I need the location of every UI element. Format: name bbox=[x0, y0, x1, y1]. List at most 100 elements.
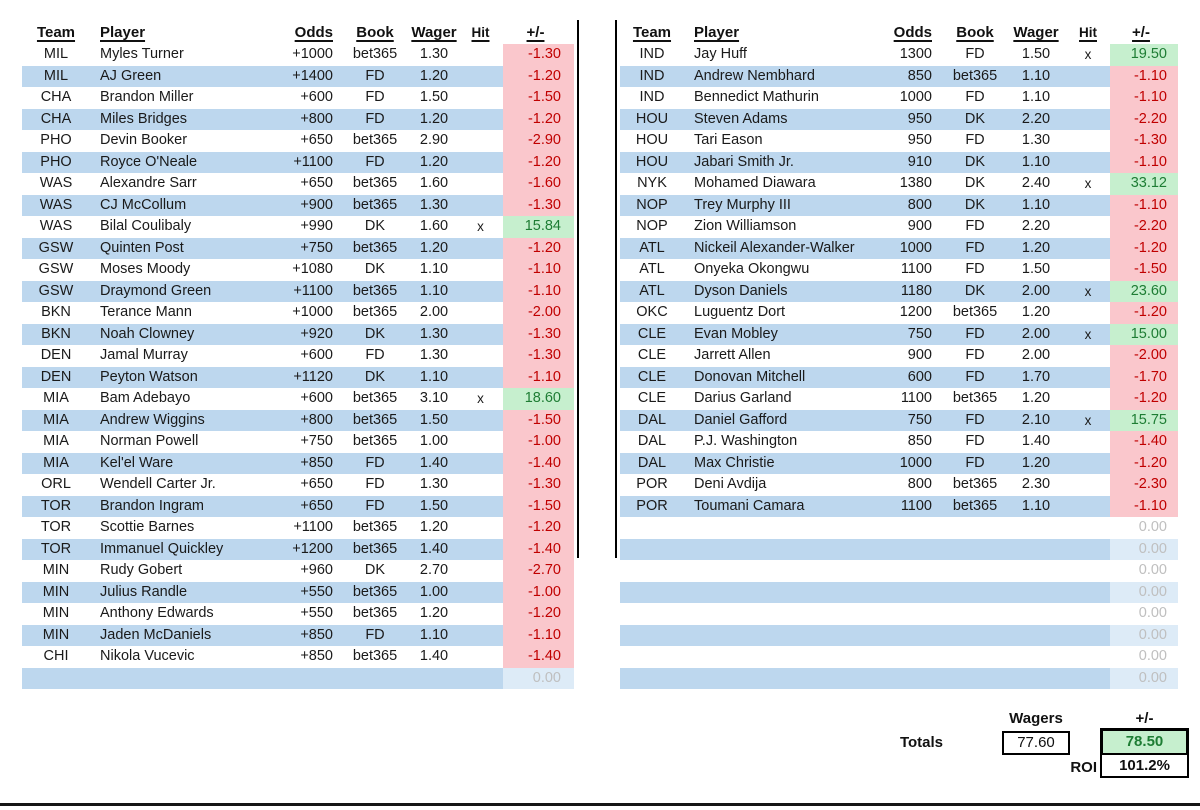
book-cell[interactable]: bet365 bbox=[944, 495, 1006, 517]
team-cell[interactable]: MIA bbox=[43, 433, 69, 449]
wager-cell[interactable] bbox=[1006, 581, 1066, 603]
team-cell[interactable]: CLE bbox=[637, 390, 667, 406]
team-cell[interactable]: ATL bbox=[620, 280, 684, 302]
odds-cell[interactable]: +650 bbox=[300, 175, 333, 191]
pm-cell[interactable]: -1.30 bbox=[503, 474, 574, 496]
wager-cell[interactable]: 1.00 bbox=[419, 433, 449, 449]
odds-cell[interactable]: +600 bbox=[300, 390, 333, 406]
wager-cell[interactable]: 2.10 bbox=[1006, 409, 1066, 431]
book-cell[interactable] bbox=[340, 667, 410, 689]
player-cell[interactable]: Norman Powell bbox=[100, 433, 199, 449]
odds-cell[interactable]: +1100 bbox=[293, 519, 333, 535]
odds-cell[interactable]: 1000 bbox=[899, 89, 932, 105]
team-cell[interactable]: PHO bbox=[22, 151, 90, 173]
player-cell[interactable]: Bilal Coulibaly bbox=[100, 218, 192, 234]
book-cell[interactable]: bet365 bbox=[952, 304, 998, 320]
book-cell[interactable]: bet365 bbox=[352, 175, 398, 191]
wager-cell[interactable]: 1.20 bbox=[419, 519, 449, 535]
player-cell[interactable]: Jay Huff bbox=[694, 46, 747, 62]
wager-cell[interactable] bbox=[1006, 517, 1066, 539]
team-cell[interactable]: TOR bbox=[22, 538, 90, 560]
wager-cell[interactable]: 1.20 bbox=[1021, 390, 1051, 406]
wager-cell[interactable]: 1.40 bbox=[419, 648, 449, 664]
wager-cell[interactable] bbox=[1006, 646, 1066, 668]
player-cell[interactable] bbox=[684, 646, 892, 668]
wager-cell[interactable]: 1.40 bbox=[410, 538, 458, 560]
book-cell[interactable]: DK bbox=[944, 151, 1006, 173]
hit-cell[interactable] bbox=[1066, 130, 1110, 152]
pm-cell[interactable]: -1.70 bbox=[1110, 366, 1178, 388]
book-cell[interactable]: bet365 bbox=[352, 519, 398, 535]
book-cell[interactable]: FD bbox=[965, 46, 985, 62]
hit-cell[interactable] bbox=[1066, 474, 1110, 496]
hit-cell[interactable] bbox=[1066, 431, 1110, 453]
player-cell[interactable]: Noah Clowney bbox=[90, 323, 290, 345]
wager-cell[interactable]: 2.70 bbox=[419, 562, 449, 578]
hit-cell[interactable] bbox=[1066, 581, 1110, 603]
team-cell[interactable]: DEN bbox=[40, 347, 72, 363]
pm-cell[interactable]: -1.30 bbox=[503, 323, 574, 345]
hit-cell[interactable] bbox=[1066, 194, 1110, 216]
book-cell[interactable]: FD bbox=[365, 347, 385, 363]
odds-cell[interactable]: +990 bbox=[300, 218, 333, 234]
hit-cell[interactable] bbox=[458, 194, 503, 216]
wager-cell[interactable]: 1.40 bbox=[410, 452, 458, 474]
player-cell[interactable]: Onyeka Okongwu bbox=[694, 261, 810, 277]
odds-cell[interactable]: +960 bbox=[300, 562, 333, 578]
hit-cell[interactable] bbox=[458, 323, 503, 345]
pm-cell[interactable]: -1.30 bbox=[503, 194, 574, 216]
book-cell[interactable]: bet365 bbox=[340, 538, 410, 560]
pm-cell[interactable]: -1.50 bbox=[503, 409, 574, 431]
book-cell[interactable]: DK bbox=[964, 175, 986, 191]
odds-cell[interactable]: +600 bbox=[300, 89, 333, 105]
team-cell[interactable]: GSW bbox=[38, 261, 74, 277]
odds-cell[interactable]: 910 bbox=[892, 151, 944, 173]
pm-cell[interactable]: -1.10 bbox=[503, 259, 574, 281]
team-cell[interactable]: IND bbox=[620, 65, 684, 87]
odds-cell[interactable]: +600 bbox=[300, 347, 333, 363]
team-cell[interactable]: TOR bbox=[22, 495, 90, 517]
book-cell[interactable] bbox=[944, 581, 1006, 603]
book-cell[interactable]: FD bbox=[340, 108, 410, 130]
wager-cell[interactable]: 1.40 bbox=[1021, 433, 1051, 449]
pm-cell[interactable]: -2.30 bbox=[1110, 474, 1178, 496]
odds-cell[interactable] bbox=[892, 646, 944, 668]
team-cell[interactable] bbox=[620, 603, 684, 625]
player-cell[interactable]: Jamal Murray bbox=[100, 347, 188, 363]
book-cell[interactable]: FD bbox=[965, 132, 985, 148]
player-cell[interactable] bbox=[90, 667, 290, 689]
book-cell[interactable] bbox=[944, 646, 1006, 668]
team-cell[interactable]: HOU bbox=[620, 108, 684, 130]
hit-cell[interactable] bbox=[1066, 216, 1110, 238]
player-cell[interactable]: Zion Williamson bbox=[694, 218, 797, 234]
book-cell[interactable]: DK bbox=[364, 218, 386, 234]
pm-cell[interactable]: -1.10 bbox=[503, 624, 574, 646]
hit-cell[interactable] bbox=[458, 345, 503, 367]
hit-cell[interactable] bbox=[1066, 452, 1110, 474]
odds-cell[interactable] bbox=[290, 667, 340, 689]
wager-cell[interactable]: 2.00 bbox=[419, 304, 449, 320]
team-cell[interactable]: DEN bbox=[22, 366, 90, 388]
hit-cell[interactable] bbox=[1066, 388, 1110, 410]
odds-cell[interactable] bbox=[892, 603, 944, 625]
book-cell[interactable]: FD bbox=[944, 237, 1006, 259]
team-cell[interactable]: NOP bbox=[620, 194, 684, 216]
odds-cell[interactable]: 800 bbox=[907, 476, 932, 492]
team-cell[interactable]: BKN bbox=[41, 304, 71, 320]
wager-cell[interactable]: 1.50 bbox=[410, 495, 458, 517]
wager-cell[interactable]: 2.20 bbox=[1021, 218, 1051, 234]
pm-cell[interactable]: -2.00 bbox=[1110, 345, 1178, 367]
book-cell[interactable]: DK bbox=[340, 366, 410, 388]
player-cell[interactable] bbox=[684, 624, 892, 646]
player-cell[interactable]: Darius Garland bbox=[694, 390, 792, 406]
player-cell[interactable]: Luguentz Dort bbox=[694, 304, 786, 320]
pm-cell[interactable]: -1.20 bbox=[1110, 388, 1178, 410]
wager-cell[interactable]: 1.30 bbox=[419, 476, 449, 492]
pm-cell[interactable]: -1.10 bbox=[503, 366, 574, 388]
wager-cell[interactable]: 2.40 bbox=[1021, 175, 1051, 191]
book-cell[interactable]: DK bbox=[944, 194, 1006, 216]
team-cell[interactable]: MIN bbox=[42, 562, 70, 578]
hit-cell[interactable] bbox=[458, 65, 503, 87]
hit-cell[interactable] bbox=[458, 44, 503, 66]
odds-cell[interactable]: +1200 bbox=[290, 538, 340, 560]
